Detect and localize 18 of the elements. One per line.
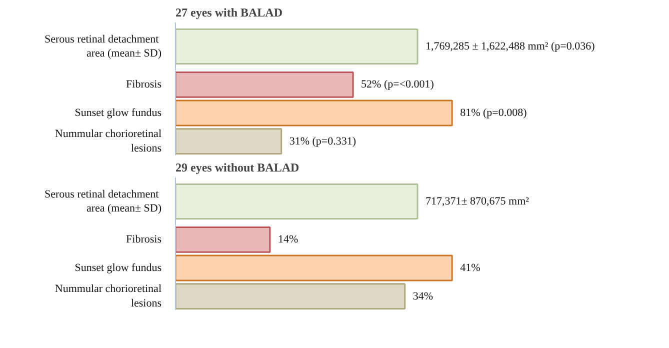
y-tick-label: Serous retinal detachment area (mean± SD) [44, 188, 162, 215]
chart-title: 27 eyes with BALAD [176, 6, 283, 20]
data-label: 81% (p=0.008) [460, 107, 528, 119]
data-label: 34% [412, 290, 434, 302]
y-tick-label: Fibrosis [126, 234, 162, 246]
y-tick-label: Sunset glow fundus [74, 107, 162, 119]
data-label: 41% [460, 262, 480, 274]
y-tick-label: Fibrosis [126, 78, 162, 91]
chart-title: 29 eyes without BALAD [176, 160, 300, 174]
y-tick-label: Sunset glow fundus [74, 262, 162, 274]
data-label: 31% (p=0.331) [289, 135, 356, 148]
data-label: 1,769,285 ± 1,622,488 mm² (p=0.036) [426, 40, 596, 52]
data-label: 717,371± 870,675 mm² [426, 196, 530, 208]
data-label: 52% (p=<0.001) [361, 78, 434, 91]
data-label: 14% [278, 234, 298, 246]
y-tick-label: Serous retinal detachment area (mean± SD) [44, 33, 162, 60]
y-tick-label: Nummular chorioretinal lesions [54, 128, 162, 155]
y-tick-label: Nummular chorioretinal lesions [54, 283, 162, 310]
